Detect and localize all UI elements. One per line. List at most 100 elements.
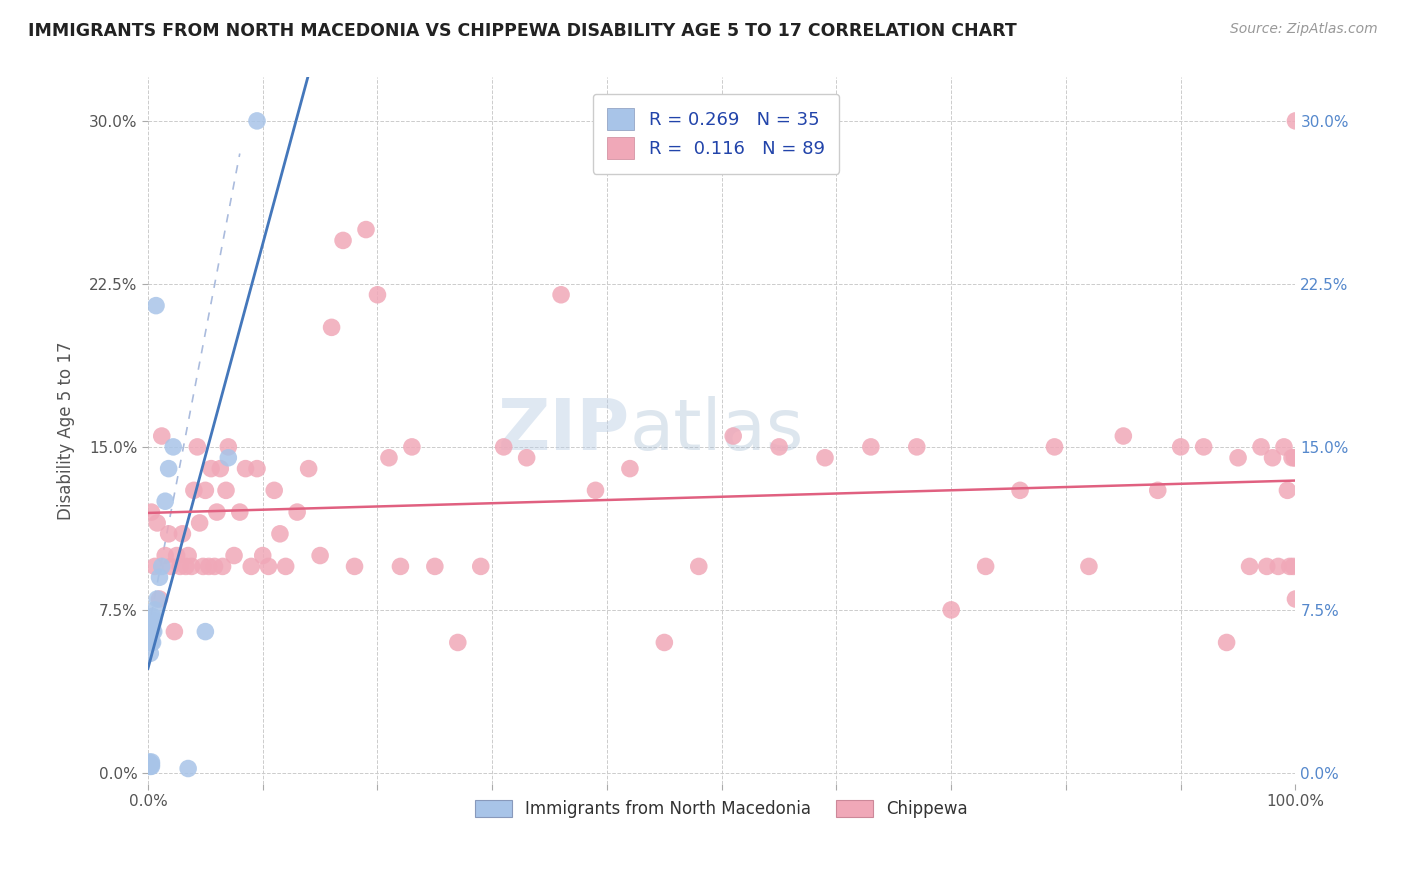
Point xyxy=(1192,440,1215,454)
Text: atlas: atlas xyxy=(630,396,804,465)
Point xyxy=(1215,635,1237,649)
Point xyxy=(1281,450,1303,465)
Text: ZIP: ZIP xyxy=(498,396,630,465)
Point xyxy=(204,559,226,574)
Point xyxy=(768,440,790,454)
Point xyxy=(274,559,297,574)
Point xyxy=(153,549,176,563)
Point xyxy=(142,635,165,649)
Point xyxy=(186,440,208,454)
Point xyxy=(157,461,180,475)
Point xyxy=(174,559,197,574)
Point xyxy=(285,505,308,519)
Point xyxy=(146,592,169,607)
Point xyxy=(389,559,412,574)
Point xyxy=(183,483,205,498)
Point xyxy=(240,559,263,574)
Point xyxy=(235,461,257,475)
Point xyxy=(1256,559,1278,574)
Point xyxy=(162,440,184,454)
Point xyxy=(1250,440,1272,454)
Text: Source: ZipAtlas.com: Source: ZipAtlas.com xyxy=(1230,22,1378,37)
Point xyxy=(423,559,446,574)
Point xyxy=(139,629,162,643)
Point xyxy=(246,461,269,475)
Point xyxy=(138,755,160,769)
Point xyxy=(217,450,239,465)
Point xyxy=(188,516,211,530)
Point xyxy=(1112,429,1135,443)
Point xyxy=(150,559,173,574)
Point xyxy=(447,635,470,649)
Point xyxy=(492,440,515,454)
Point xyxy=(309,549,332,563)
Point xyxy=(217,440,239,454)
Point xyxy=(139,757,162,772)
Point xyxy=(246,114,269,128)
Point xyxy=(153,494,176,508)
Point xyxy=(215,483,238,498)
Point xyxy=(200,461,222,475)
Point xyxy=(332,234,354,248)
Point xyxy=(143,559,166,574)
Point xyxy=(366,287,388,301)
Legend: Immigrants from North Macedonia, Chippewa: Immigrants from North Macedonia, Chippew… xyxy=(468,793,974,825)
Point xyxy=(1284,450,1306,465)
Point xyxy=(143,603,166,617)
Point xyxy=(1272,440,1295,454)
Point xyxy=(1170,440,1192,454)
Point xyxy=(142,609,165,624)
Point xyxy=(172,526,194,541)
Point xyxy=(1077,559,1099,574)
Point xyxy=(146,516,169,530)
Point xyxy=(141,624,163,639)
Point xyxy=(138,624,160,639)
Point xyxy=(269,526,291,541)
Point xyxy=(1043,440,1066,454)
Point xyxy=(354,222,377,236)
Point xyxy=(160,559,183,574)
Point xyxy=(222,549,245,563)
Point xyxy=(209,461,232,475)
Point xyxy=(194,624,217,639)
Point xyxy=(148,592,170,607)
Point xyxy=(859,440,882,454)
Point xyxy=(141,614,163,628)
Point xyxy=(550,287,572,301)
Point xyxy=(1277,483,1299,498)
Point xyxy=(169,559,191,574)
Point xyxy=(139,759,162,773)
Point xyxy=(263,483,285,498)
Point xyxy=(191,559,214,574)
Point xyxy=(1278,559,1301,574)
Point xyxy=(180,559,202,574)
Point xyxy=(654,635,676,649)
Point xyxy=(941,603,963,617)
Point xyxy=(252,549,274,563)
Point xyxy=(194,483,217,498)
Point xyxy=(141,505,163,519)
Point xyxy=(142,614,165,628)
Point xyxy=(198,559,221,574)
Point xyxy=(138,759,160,773)
Point xyxy=(157,526,180,541)
Point xyxy=(142,624,165,639)
Point xyxy=(321,320,343,334)
Point xyxy=(1282,559,1305,574)
Point xyxy=(298,461,321,475)
Point xyxy=(1267,559,1289,574)
Point xyxy=(145,299,167,313)
Point xyxy=(138,631,160,645)
Point xyxy=(177,549,200,563)
Point xyxy=(166,549,188,563)
Point xyxy=(688,559,710,574)
Point xyxy=(1261,450,1284,465)
Point xyxy=(257,559,280,574)
Point xyxy=(1284,592,1306,607)
Point xyxy=(211,559,233,574)
Point xyxy=(1146,483,1168,498)
Point xyxy=(619,461,641,475)
Point xyxy=(470,559,492,574)
Point xyxy=(150,429,173,443)
Point xyxy=(343,559,366,574)
